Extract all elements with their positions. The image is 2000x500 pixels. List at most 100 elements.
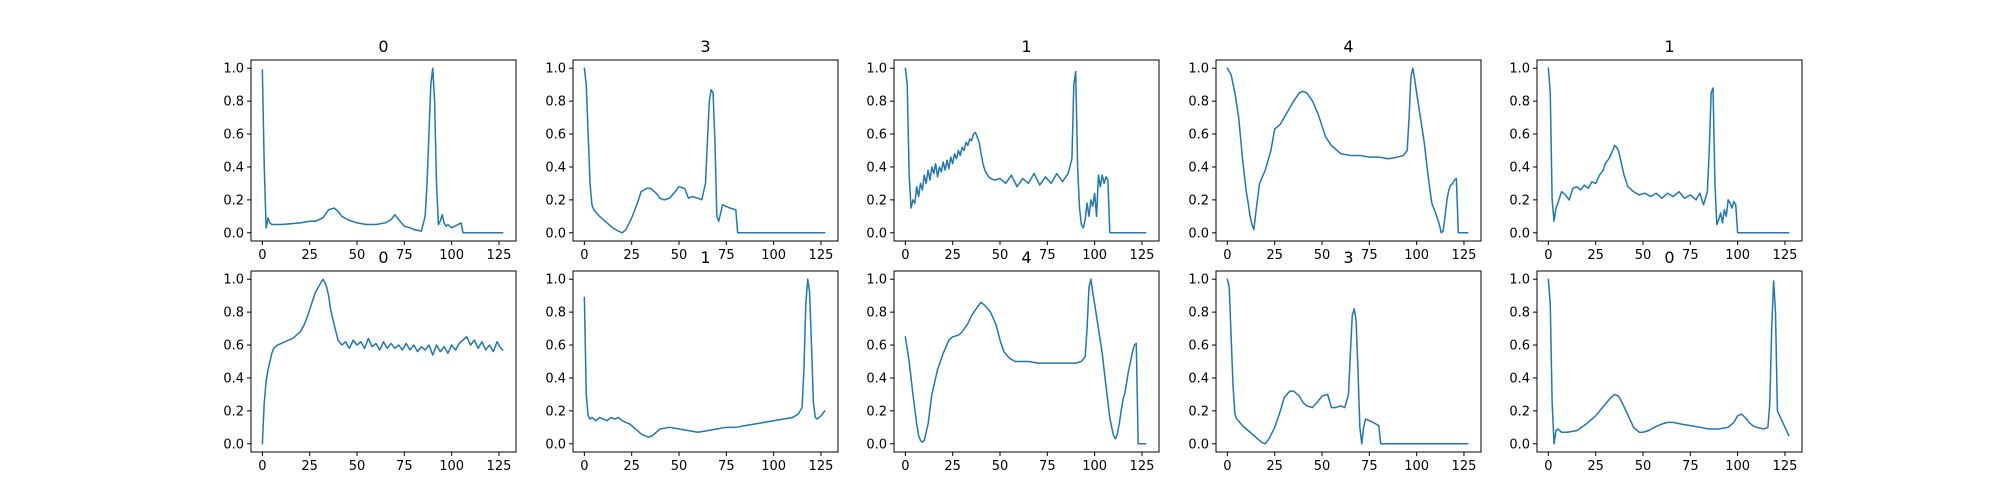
x-tick-label: 100 [761, 459, 786, 474]
y-tick-label: 0.0 [866, 226, 887, 241]
y-tick-label: 1.0 [223, 273, 244, 288]
subplot-title: 0 [378, 37, 388, 56]
plot-area [1215, 270, 1482, 453]
plot-area [250, 270, 517, 453]
series-line [1226, 278, 1469, 445]
x-tick-label: 75 [1361, 248, 1378, 263]
x-tick-label: 125 [809, 248, 834, 263]
subplot-title: 3 [1343, 248, 1353, 267]
x-tick-label: 100 [439, 459, 464, 474]
y-tick-label: 0.4 [545, 371, 566, 386]
x-tick-label: 50 [671, 248, 688, 263]
y-tick-label: 0.4 [1509, 160, 1530, 175]
y-tick-label: 0.2 [1188, 404, 1209, 419]
x-tick-label: 75 [396, 459, 413, 474]
y-tick-label: 0.4 [223, 371, 244, 386]
y-tick-label: 0.8 [545, 306, 566, 321]
x-tick-label: 125 [1452, 248, 1477, 263]
y-tick-label: 0.4 [866, 371, 887, 386]
y-tick-label: 0.0 [223, 226, 244, 241]
x-tick-label: 100 [1082, 459, 1107, 474]
y-tick-label: 1.0 [1188, 273, 1209, 288]
x-tick-label: 0 [1223, 248, 1231, 263]
x-tick-label: 0 [1544, 459, 1552, 474]
subplot-title: 4 [1021, 248, 1031, 267]
series-line [1226, 67, 1469, 234]
y-tick-label: 0.8 [866, 95, 887, 110]
x-tick-label: 125 [487, 248, 512, 263]
x-tick-label: 25 [1266, 459, 1283, 474]
x-tick-label: 100 [761, 248, 786, 263]
y-tick-label: 0.0 [223, 437, 244, 452]
x-tick-label: 0 [901, 248, 909, 263]
subplot-title: 1 [700, 248, 710, 267]
y-tick-label: 0.8 [223, 95, 244, 110]
y-tick-label: 0.6 [1509, 339, 1530, 354]
x-tick-label: 0 [580, 248, 588, 263]
subplot-2: 1 0 25 50 75 100 125 0.0 0.2 0.4 0.6 0.8 1.0 [866, 37, 1160, 263]
x-tick-label: 50 [1635, 459, 1652, 474]
x-tick-label: 25 [1266, 248, 1283, 263]
subplot-title: 0 [378, 248, 388, 267]
plot-area [572, 270, 839, 453]
x-tick-label: 75 [1682, 248, 1699, 263]
x-tick-label: 125 [487, 459, 512, 474]
x-tick-label: 125 [1130, 248, 1155, 263]
x-tick-label: 50 [1314, 248, 1331, 263]
y-tick-label: 0.6 [545, 128, 566, 143]
y-tick-label: 0.0 [1188, 226, 1209, 241]
y-tick-label: 0.2 [1509, 404, 1530, 419]
subplot-7: 4 0 25 50 75 100 125 0.0 0.2 0.4 0.6 0.8 1.0 [866, 248, 1160, 474]
y-tick-label: 1.0 [866, 62, 887, 77]
y-tick-label: 0.8 [1188, 95, 1209, 110]
y-tick-label: 0.2 [866, 193, 887, 208]
y-tick-label: 0.0 [545, 437, 566, 452]
x-tick-label: 125 [1773, 248, 1798, 263]
subplot-4: 1 0 25 50 75 100 125 0.0 0.2 0.4 0.6 0.8 1.0 [1509, 37, 1803, 263]
plot-area [1536, 270, 1803, 453]
subplot-1: 3 0 25 50 75 100 125 0.0 0.2 0.4 0.6 0.8 1.0 [545, 37, 839, 263]
subplot-title: 4 [1343, 37, 1353, 56]
series-line [904, 278, 1147, 445]
y-tick-label: 0.4 [1188, 160, 1209, 175]
y-tick-label: 1.0 [1509, 62, 1530, 77]
x-tick-label: 50 [1635, 248, 1652, 263]
y-tick-label: 0.6 [1509, 128, 1530, 143]
series-line [1547, 278, 1790, 445]
series-line [1547, 67, 1790, 234]
x-tick-label: 75 [1039, 248, 1056, 263]
y-tick-label: 0.0 [866, 437, 887, 452]
y-tick-label: 1.0 [866, 273, 887, 288]
y-tick-label: 0.8 [545, 95, 566, 110]
x-tick-label: 100 [1404, 248, 1429, 263]
y-tick-label: 0.2 [1509, 193, 1530, 208]
x-tick-label: 25 [301, 459, 318, 474]
y-tick-label: 0.4 [545, 160, 566, 175]
x-tick-label: 0 [1544, 248, 1552, 263]
x-tick-label: 0 [901, 459, 909, 474]
y-tick-label: 0.2 [545, 193, 566, 208]
x-tick-label: 75 [1039, 459, 1056, 474]
plot-area [250, 59, 517, 242]
y-tick-label: 0.6 [1188, 339, 1209, 354]
subplot-5: 0 0 25 50 75 100 125 0.0 0.2 0.4 0.6 0.8 1.0 [223, 248, 517, 474]
y-tick-label: 0.6 [866, 339, 887, 354]
x-tick-label: 75 [718, 459, 735, 474]
x-tick-label: 0 [258, 248, 266, 263]
y-tick-label: 0.4 [223, 160, 244, 175]
x-tick-label: 125 [809, 459, 834, 474]
subplot-3: 4 0 25 50 75 100 125 0.0 0.2 0.4 0.6 0.8 1.0 [1188, 37, 1482, 263]
y-tick-label: 0.6 [545, 339, 566, 354]
y-tick-label: 0.0 [1509, 226, 1530, 241]
y-tick-label: 0.4 [1188, 371, 1209, 386]
series-line [261, 67, 504, 234]
y-tick-label: 0.4 [866, 160, 887, 175]
x-tick-label: 25 [623, 248, 640, 263]
y-tick-label: 0.2 [545, 404, 566, 419]
y-tick-label: 0.6 [223, 128, 244, 143]
x-tick-label: 25 [944, 459, 961, 474]
y-tick-label: 0.6 [223, 339, 244, 354]
y-tick-label: 0.4 [1509, 371, 1530, 386]
y-tick-label: 0.8 [1509, 95, 1530, 110]
